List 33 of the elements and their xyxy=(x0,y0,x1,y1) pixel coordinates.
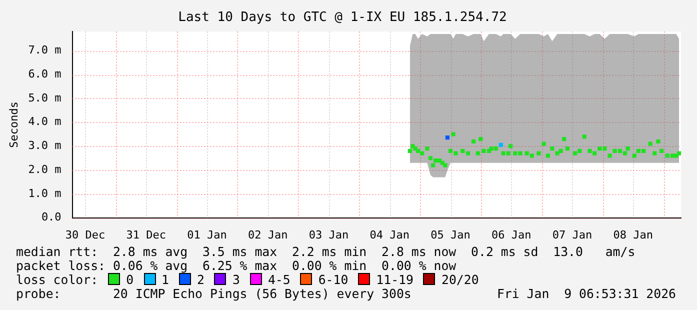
legend-label: 2 xyxy=(197,272,204,287)
x-tick-label: 07 Jan xyxy=(552,228,592,242)
y-tick-label: 7.0 m xyxy=(28,44,62,57)
chart-title: Last 10 Days to GTC @ 1-IX EU 185.1.254.72 xyxy=(178,10,507,26)
legend-label: 20/20 xyxy=(441,272,479,287)
x-tick-label: 02 Jan xyxy=(248,228,288,242)
y-tick-label: 0.0 xyxy=(41,210,62,224)
legend-label: 11-19 xyxy=(376,272,414,287)
x-tick-label: 04 Jan xyxy=(370,228,410,242)
x-tick-label: 30 Dec xyxy=(65,228,106,242)
x-tick-label: 03 Jan xyxy=(308,228,349,242)
x-tick-label: 08 Jan xyxy=(613,228,653,242)
y-tick-label: 2.0 m xyxy=(28,162,62,176)
y-axis-title: Seconds xyxy=(7,102,20,148)
x-tick-label: 01 Jan xyxy=(187,228,227,242)
legend-label: 4-5 xyxy=(268,272,290,287)
legend-title: loss color: xyxy=(16,272,98,287)
legend-label: 6-10 xyxy=(318,272,348,287)
legend-label: 0 xyxy=(126,272,134,287)
text: median rtt: 2.8 ms avg 3.5 ms max 2.2 ms min 2.8 ms now 0.2 ms sd 13.0 am/s xyxy=(16,244,636,259)
text: probe: 20 ICMP Echo Pings (56 Bytes) every 300s xyxy=(16,286,412,301)
text: Fri Jan 9 06:53:31 2026 xyxy=(496,286,676,301)
text: packet loss: 0.06 % avg 6.25 % max 0.00 % min 0.00 % now xyxy=(16,258,458,273)
y-tick-label: 6.0 m xyxy=(28,67,62,80)
x-tick-label: 31 Dec xyxy=(126,228,166,242)
legend-label: 1 xyxy=(162,272,169,287)
y-tick-label: 4.0 m xyxy=(28,115,62,128)
x-tick-label: 05 Jan xyxy=(430,228,470,242)
y-tick-label: 1.0 m xyxy=(28,186,62,200)
x-tick-label: 06 Jan xyxy=(491,228,532,242)
legend-label: 3 xyxy=(232,272,240,287)
y-tick-label: 3.0 m xyxy=(28,139,62,152)
y-tick-label: 5.0 m xyxy=(28,91,62,104)
